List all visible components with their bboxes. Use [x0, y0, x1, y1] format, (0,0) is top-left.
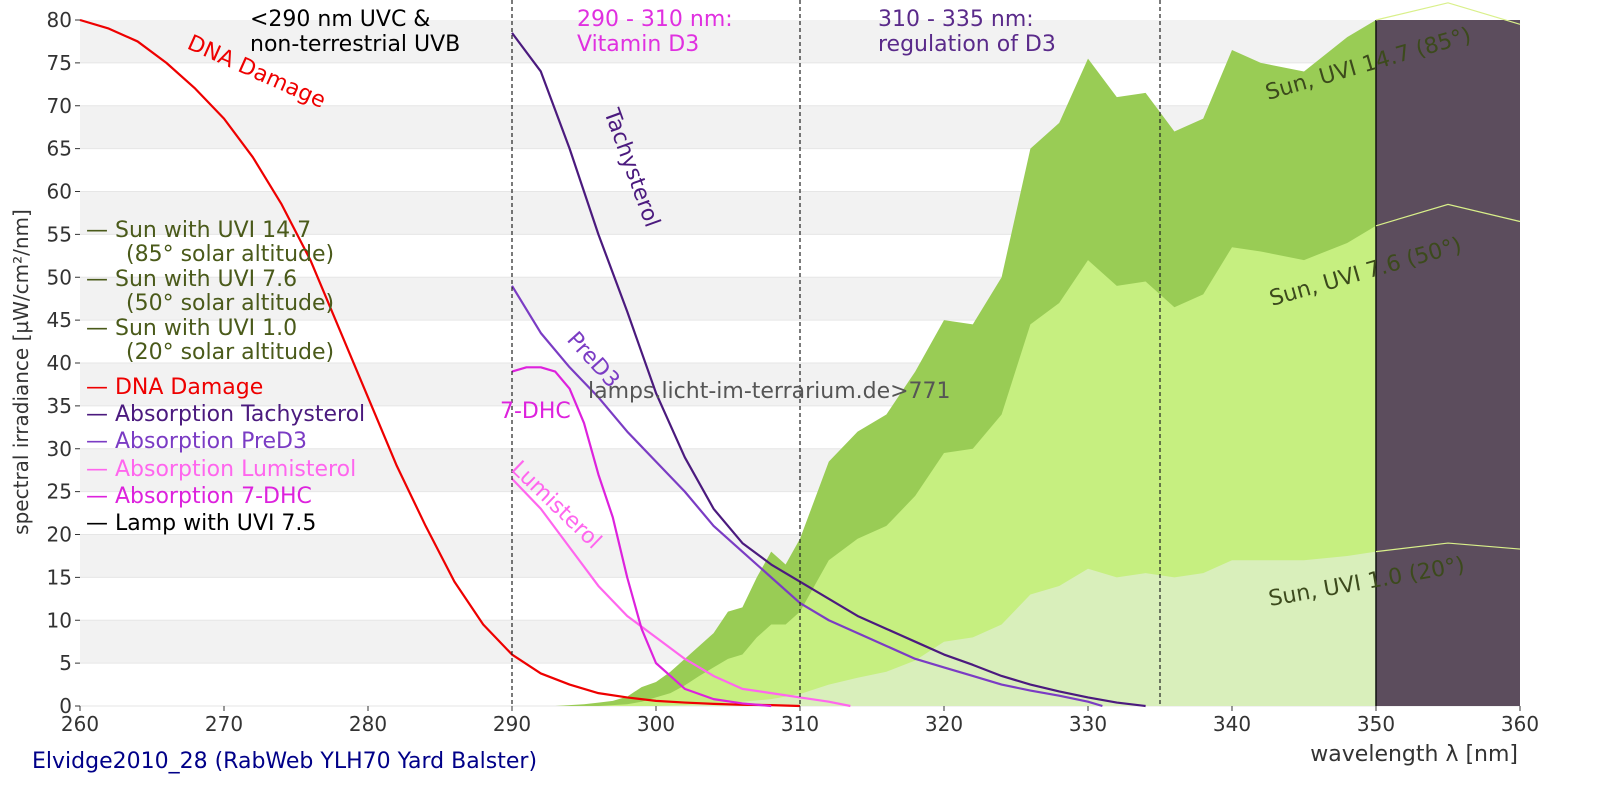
x-tick-label: 350: [1357, 712, 1395, 736]
curve-absorption-tachysterol: [511, 32, 1146, 708]
legend-entry: — Sun with UVI 7.6: [86, 267, 297, 292]
y-tick-label: 75: [47, 51, 72, 75]
legend-entry-detail: (20° solar altitude): [126, 340, 334, 365]
x-tick-label: 280: [349, 712, 387, 736]
y-axis-title: spectral irradiance [µW/cm²/nm]: [9, 209, 33, 535]
legend-entry: — Absorption PreD3: [86, 429, 307, 454]
lamp-area: [1376, 20, 1520, 706]
legend-entry: — Sun with UVI 14.7: [86, 218, 311, 243]
y-tick-label: 50: [47, 265, 72, 289]
legend-entry: — DNA Damage: [86, 375, 263, 400]
y-tick-label: 65: [47, 137, 72, 161]
x-tick-label: 290: [493, 712, 531, 736]
curve-dna-damage: [79, 18, 801, 708]
y-tick-label: 0: [59, 694, 72, 718]
y-tick-label: 55: [47, 222, 72, 246]
y-tick-label: 60: [47, 180, 72, 204]
legend-entry: — Lamp with UVI 7.5: [86, 511, 316, 536]
x-tick-label: 260: [61, 712, 99, 736]
y-tick-label: 10: [47, 608, 72, 632]
curve-absorption-7-dhc: [511, 366, 772, 708]
y-tick-label: 5: [59, 651, 72, 675]
sun-irradiance-areas: [555, 20, 1376, 707]
legend-entry: — Absorption Tachysterol: [86, 402, 365, 427]
wavelength-regions: <290 nm UVC &non-terrestrial UVB 290 - 31…: [250, 0, 1161, 706]
region-label: <290 nm UVC &: [250, 7, 430, 32]
sun-continuation: [1375, 542, 1521, 553]
y-tick-label: 40: [47, 351, 72, 375]
x-tick-label: 340: [1213, 712, 1251, 736]
sun-continuation: [1375, 203, 1521, 227]
y-tick-label: 15: [47, 565, 72, 589]
y-tick-label: 80: [47, 8, 72, 32]
curve-absorption-lumisterol: [511, 478, 851, 708]
axes: 260 270 280 290 300 310 320 330 340 350 360 0 5 10 15 2…: [47, 8, 1540, 736]
y-tick-label: 30: [47, 437, 72, 461]
legend-entry-detail: (50° solar altitude): [126, 291, 334, 316]
grid-band: [80, 20, 1520, 63]
region-label: non-terrestrial UVB: [250, 32, 460, 57]
legend-entry: — Absorption Lumisterol: [86, 457, 356, 482]
absorption-curves: [79, 18, 1146, 708]
x-axis-title: wavelength λ [nm]: [1310, 742, 1518, 767]
y-tick-label: 20: [47, 523, 72, 547]
lamp-spectrum: [1375, 2, 1521, 706]
sun-continuation: [1375, 2, 1521, 25]
x-tick-label: 300: [637, 712, 675, 736]
region-label: regulation of D3: [878, 32, 1056, 57]
region-label: Vitamin D3: [577, 32, 699, 57]
footer-source: Elvidge2010_28 (RabWeb YLH70 Yard Balste…: [32, 749, 537, 774]
x-tick-label: 360: [1501, 712, 1539, 736]
x-tick-label: 270: [205, 712, 243, 736]
y-tick-label: 45: [47, 308, 72, 332]
area-sun-with-uvi-1-0: [656, 551, 1376, 706]
label-7-dhc: 7-DHC: [500, 399, 571, 424]
y-tick-label: 70: [47, 94, 72, 118]
watermark: lamps.licht-im-terrarium.de>771: [588, 379, 951, 404]
region-label: 290 - 310 nm:: [577, 7, 733, 32]
legend: — Sun with UVI 14.7(85° solar altitude)—…: [86, 218, 365, 536]
region-label: 310 - 335 nm:: [878, 7, 1034, 32]
curve-absorption-pred3: [511, 285, 1103, 708]
legend-entry-detail: (85° solar altitude): [126, 242, 334, 267]
x-tick-label: 330: [1069, 712, 1107, 736]
legend-entry: — Absorption 7-DHC: [86, 484, 312, 509]
y-tick-label: 35: [47, 394, 72, 418]
y-tick-label: 25: [47, 480, 72, 504]
x-tick-label: 320: [925, 712, 963, 736]
x-tick-label: 310: [781, 712, 819, 736]
legend-entry: — Sun with UVI 1.0: [86, 316, 297, 341]
